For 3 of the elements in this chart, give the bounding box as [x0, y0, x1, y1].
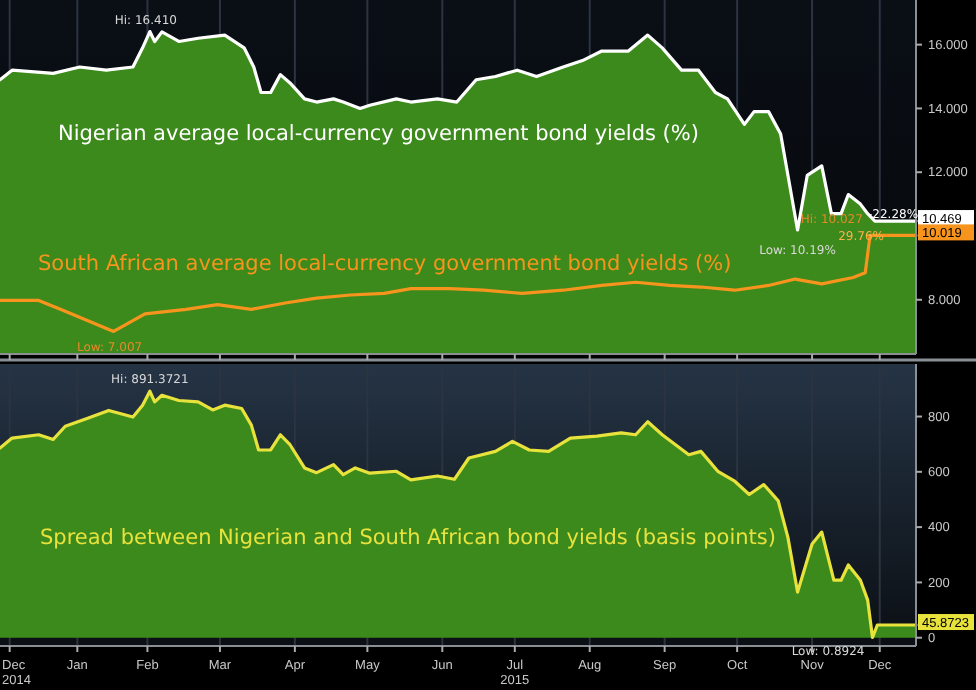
series-label: Nigerian average local-currency government bond yields (%): [58, 122, 699, 146]
series-label: South African average local-currency government bond yields (%): [38, 252, 732, 276]
series-label: Spread between Nigerian and South African bond yields (basis points): [40, 526, 776, 550]
